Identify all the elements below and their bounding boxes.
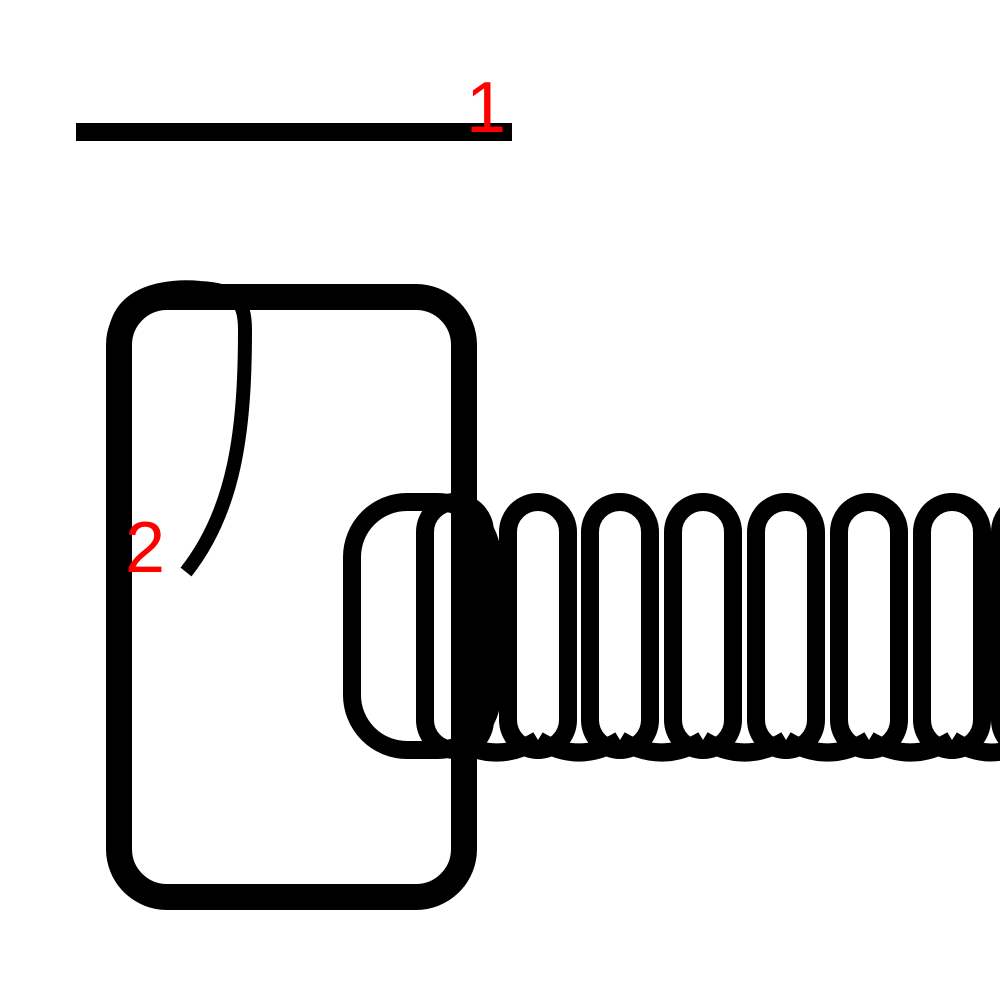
coil-base [450, 732, 1000, 762]
curved-handle [108, 280, 252, 577]
coil-loop [913, 493, 991, 759]
label-two: 2 [125, 508, 165, 588]
label-one: 1 [466, 68, 506, 148]
coil-loop [747, 493, 825, 759]
coil-spring [416, 493, 1000, 759]
coil-loop [499, 493, 577, 759]
rounded-body [106, 284, 477, 910]
coil-loop [664, 493, 742, 759]
coil-loop [830, 493, 908, 759]
coil-loop [581, 493, 659, 759]
